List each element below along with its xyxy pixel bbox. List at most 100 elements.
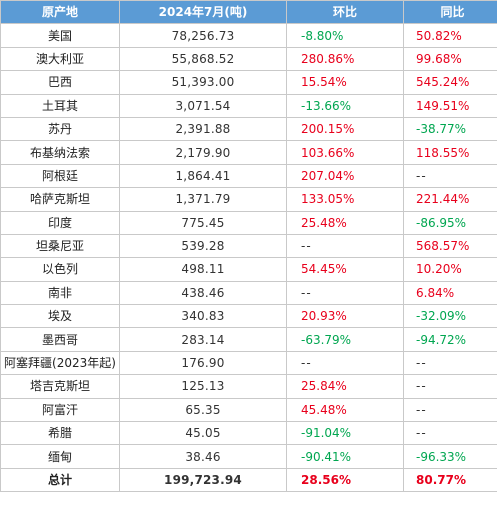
table-row: 苏丹 2,391.88 200.15% -38.77% [0, 116, 497, 142]
yoy-cell: -38.77% [403, 116, 497, 142]
table-row: 以色列 498.11 54.45% 10.20% [0, 257, 497, 282]
mom-cell: -63.79% [286, 327, 404, 352]
yoy-cell: -- [403, 397, 497, 423]
yoy-cell: -32.09% [403, 304, 497, 329]
total-row: 总计 199,723.94 28.56% 80.77% [0, 467, 497, 493]
mom-cell: -91.04% [286, 421, 404, 446]
volume-cell: 3,071.54 [119, 93, 287, 118]
volume-cell: 176.90 [119, 350, 287, 376]
volume-cell: 65.35 [119, 397, 287, 423]
mom-cell: 25.48% [286, 210, 404, 235]
table-row: 土耳其 3,071.54 -13.66% 149.51% [0, 93, 497, 118]
volume-cell: 1,864.41 [119, 163, 287, 189]
mom-cell: 280.86% [286, 46, 404, 72]
country-cell: 希腊 [0, 421, 120, 446]
table-row: 巴西 51,393.00 15.54% 545.24% [0, 70, 497, 95]
yoy-cell: 118.55% [403, 140, 497, 165]
country-cell: 阿富汗 [0, 397, 120, 423]
yoy-cell: 80.77% [403, 467, 497, 493]
country-cell: 巴西 [0, 70, 120, 95]
mom-cell: -- [286, 280, 404, 306]
yoy-cell: 10.20% [403, 257, 497, 282]
yoy-cell: 6.84% [403, 280, 497, 306]
table-row: 墨西哥 283.14 -63.79% -94.72% [0, 327, 497, 352]
table-row: 希腊 45.05 -91.04% -- [0, 421, 497, 446]
mom-cell: 133.05% [286, 187, 404, 212]
table-row: 塔吉克斯坦 125.13 25.84% -- [0, 374, 497, 399]
yoy-cell: 149.51% [403, 93, 497, 118]
table-row: 哈萨克斯坦 1,371.79 133.05% 221.44% [0, 187, 497, 212]
country-cell: 以色列 [0, 257, 120, 282]
country-cell: 阿塞拜疆(2023年起) [0, 350, 120, 376]
volume-cell: 2,179.90 [119, 140, 287, 165]
mom-cell: 207.04% [286, 163, 404, 189]
volume-cell: 1,371.79 [119, 187, 287, 212]
country-cell: 哈萨克斯坦 [0, 187, 120, 212]
volume-cell: 340.83 [119, 304, 287, 329]
volume-cell: 438.46 [119, 280, 287, 306]
country-cell: 美国 [0, 23, 120, 48]
volume-cell: 775.45 [119, 210, 287, 235]
table-row: 印度 775.45 25.48% -86.95% [0, 210, 497, 235]
table-header-row: 原产地 2024年7月(吨) 环比 同比 [0, 0, 497, 25]
mom-cell: 54.45% [286, 257, 404, 282]
header-volume: 2024年7月(吨) [119, 0, 287, 25]
country-cell: 墨西哥 [0, 327, 120, 352]
mom-cell: 25.84% [286, 374, 404, 399]
country-cell: 南非 [0, 280, 120, 306]
mom-cell: -90.41% [286, 444, 404, 469]
yoy-cell: -86.95% [403, 210, 497, 235]
volume-cell: 51,393.00 [119, 70, 287, 95]
mom-cell: -- [286, 233, 404, 259]
volume-cell: 55,868.52 [119, 46, 287, 72]
volume-cell: 78,256.73 [119, 23, 287, 48]
table-row: 阿塞拜疆(2023年起) 176.90 -- -- [0, 350, 497, 376]
mom-cell: -- [286, 350, 404, 376]
country-cell: 阿根廷 [0, 163, 120, 189]
table-row: 阿富汗 65.35 45.48% -- [0, 397, 497, 423]
volume-cell: 283.14 [119, 327, 287, 352]
country-cell: 澳大利亚 [0, 46, 120, 72]
volume-cell: 2,391.88 [119, 116, 287, 142]
header-origin: 原产地 [0, 0, 120, 25]
yoy-cell: 99.68% [403, 46, 497, 72]
yoy-cell: 50.82% [403, 23, 497, 48]
mom-cell: 103.66% [286, 140, 404, 165]
yoy-cell: -- [403, 163, 497, 189]
table-row: 南非 438.46 -- 6.84% [0, 280, 497, 306]
table-row: 布基纳法索 2,179.90 103.66% 118.55% [0, 140, 497, 165]
volume-cell: 38.46 [119, 444, 287, 469]
yoy-cell: -94.72% [403, 327, 497, 352]
yoy-cell: -- [403, 350, 497, 376]
country-cell: 布基纳法索 [0, 140, 120, 165]
table-row: 埃及 340.83 20.93% -32.09% [0, 304, 497, 329]
country-cell: 总计 [0, 467, 120, 493]
volume-cell: 125.13 [119, 374, 287, 399]
table-row: 坦桑尼亚 539.28 -- 568.57% [0, 233, 497, 259]
country-cell: 土耳其 [0, 93, 120, 118]
yoy-cell: -- [403, 374, 497, 399]
table-row: 阿根廷 1,864.41 207.04% -- [0, 163, 497, 189]
country-cell: 埃及 [0, 304, 120, 329]
table-row: 缅甸 38.46 -90.41% -96.33% [0, 444, 497, 469]
country-cell: 苏丹 [0, 116, 120, 142]
mom-cell: 28.56% [286, 467, 404, 493]
header-yoy: 同比 [403, 0, 497, 25]
volume-cell: 45.05 [119, 421, 287, 446]
table-body: 美国 78,256.73 -8.80% 50.82% 澳大利亚 55,868.52 280.… [0, 23, 497, 493]
yoy-cell: 545.24% [403, 70, 497, 95]
mom-cell: 20.93% [286, 304, 404, 329]
mom-cell: -13.66% [286, 93, 404, 118]
mom-cell: 15.54% [286, 70, 404, 95]
country-cell: 塔吉克斯坦 [0, 374, 120, 399]
table-row: 美国 78,256.73 -8.80% 50.82% [0, 23, 497, 48]
mom-cell: -8.80% [286, 23, 404, 48]
volume-cell: 498.11 [119, 257, 287, 282]
yoy-cell: -- [403, 421, 497, 446]
volume-cell: 539.28 [119, 233, 287, 259]
mom-cell: 45.48% [286, 397, 404, 423]
country-cell: 缅甸 [0, 444, 120, 469]
yoy-cell: 221.44% [403, 187, 497, 212]
table-row: 澳大利亚 55,868.52 280.86% 99.68% [0, 46, 497, 72]
header-mom: 环比 [286, 0, 404, 25]
